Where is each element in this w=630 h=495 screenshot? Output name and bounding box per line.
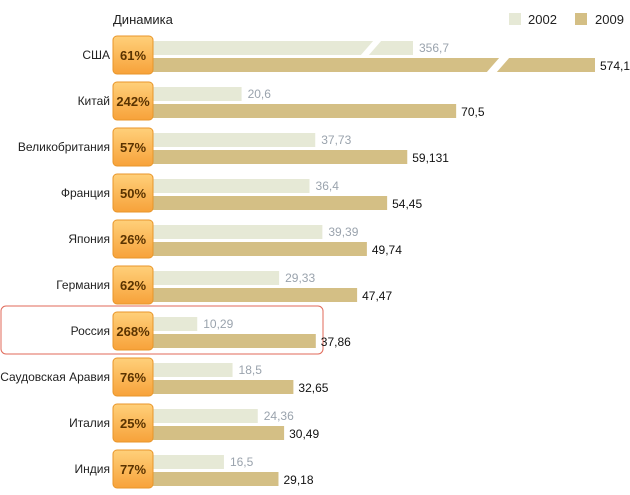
growth-badge — [112, 219, 154, 259]
value-label-2009: 47,47 — [362, 289, 392, 303]
highlight-frame — [0, 305, 324, 355]
bar-2002 — [153, 179, 310, 193]
growth-percent: 26% — [120, 232, 146, 247]
chart-row-saudovskaya-araviya: Саудовская Аравия 18,5 32,65 76% — [0, 357, 329, 397]
country-label: Великобритания — [18, 140, 110, 154]
bar-2009 — [153, 472, 279, 486]
chart-row-velikobritaniya: Великобритания 37,73 59,131 57% — [18, 127, 449, 167]
bar-2002 — [153, 41, 413, 55]
growth-badge — [112, 35, 154, 75]
chart-row-frantsiya: Франция 36,4 54,45 50% — [61, 173, 422, 213]
growth-percent: 76% — [120, 370, 146, 385]
country-label: Саудовская Аравия — [0, 370, 110, 384]
country-label: Япония — [68, 232, 110, 246]
value-label-2002: 29,33 — [285, 271, 315, 285]
value-label-2009: 30,49 — [289, 427, 319, 441]
chart-row-ssha: США 356,7 574,1 61% — [82, 35, 630, 75]
legend: 2002 2009 — [509, 12, 624, 27]
country-label: Италия — [69, 416, 110, 430]
country-label: Индия — [75, 462, 110, 476]
bar-2009 — [153, 242, 367, 256]
value-label-2002: 20,6 — [248, 87, 272, 101]
legend-swatch-2002 — [509, 13, 521, 25]
chart-row-germaniya: Германия 29,33 47,47 62% — [56, 265, 392, 305]
bar-2002 — [153, 455, 224, 469]
growth-badge — [112, 311, 154, 351]
growth-percent: 50% — [120, 186, 146, 201]
value-label-2009: 59,131 — [412, 151, 449, 165]
bar-2002 — [153, 409, 258, 423]
growth-badge — [112, 173, 154, 213]
value-label-2009: 29,18 — [283, 473, 313, 487]
legend-swatch-2009 — [575, 13, 587, 25]
country-label: Китай — [78, 94, 110, 108]
growth-badge — [112, 449, 154, 489]
growth-percent: 25% — [120, 416, 146, 431]
chart-row-indiya: Индия 16,5 29,18 77% — [75, 449, 314, 489]
country-label: Франция — [61, 186, 110, 200]
growth-percent: 77% — [120, 462, 146, 477]
bar-2009 — [153, 196, 388, 210]
bar-2009 — [153, 58, 595, 72]
axis-break-2009 — [486, 57, 510, 73]
growth-badge — [112, 403, 154, 443]
bar-2002 — [153, 317, 198, 331]
value-label-2002: 37,73 — [321, 133, 351, 147]
growth-badge — [112, 357, 154, 397]
value-label-2002: 10,29 — [203, 317, 233, 331]
chart-row-yaponiya: Япония 39,39 49,74 26% — [68, 219, 402, 259]
value-label-2009: 49,74 — [372, 243, 402, 257]
chart-row-italiya: Италия 24,36 30,49 25% — [69, 403, 319, 443]
country-label: Германия — [56, 278, 110, 292]
bar-2009 — [153, 288, 358, 302]
bar-2002 — [153, 87, 242, 101]
bar-2002 — [153, 133, 316, 147]
bar-2009 — [153, 426, 285, 440]
value-label-2009: 70,5 — [461, 105, 485, 119]
bar-2009 — [153, 150, 408, 164]
bar-2002 — [153, 363, 233, 377]
legend-label-2002: 2002 — [528, 12, 557, 27]
legend-label-2009: 2009 — [595, 12, 624, 27]
growth-percent: 268% — [116, 324, 150, 339]
country-label: Россия — [71, 324, 110, 338]
bar-2009 — [153, 380, 294, 394]
value-label-2009: 54,45 — [392, 197, 422, 211]
value-label-2009: 32,65 — [298, 381, 328, 395]
value-label-2009: 574,1 — [600, 59, 630, 73]
bar-2002 — [153, 271, 280, 285]
growth-percent: 62% — [120, 278, 146, 293]
growth-percent: 242% — [116, 94, 150, 109]
chart-row-kitay: Китай 20,6 70,5 242% — [78, 81, 485, 121]
growth-badge — [112, 265, 154, 305]
value-label-2002: 39,39 — [328, 225, 358, 239]
value-label-2002: 24,36 — [264, 409, 294, 423]
axis-break-2002 — [360, 40, 382, 56]
growth-percent: 61% — [120, 48, 146, 63]
bar-2002 — [153, 225, 323, 239]
value-label-2009: 37,86 — [321, 335, 351, 349]
value-label-2002: 36,4 — [316, 179, 340, 193]
bar-2009 — [153, 334, 316, 348]
value-label-2002: 18,5 — [239, 363, 263, 377]
growth-badge — [112, 81, 154, 121]
bar-2009 — [153, 104, 457, 118]
country-label: США — [82, 48, 110, 62]
growth-badge — [112, 127, 154, 167]
growth-percent: 57% — [120, 140, 146, 155]
chart-rows: США 356,7 574,1 61% Китай 20,6 70,5 242% Великоб… — [0, 35, 630, 489]
chart-row-rossiya: Россия 10,29 37,86 268% — [0, 305, 351, 355]
dynamics-header: Динамика — [113, 12, 174, 27]
value-label-2002: 356,7 — [419, 41, 449, 55]
value-label-2002: 16,5 — [230, 455, 254, 469]
